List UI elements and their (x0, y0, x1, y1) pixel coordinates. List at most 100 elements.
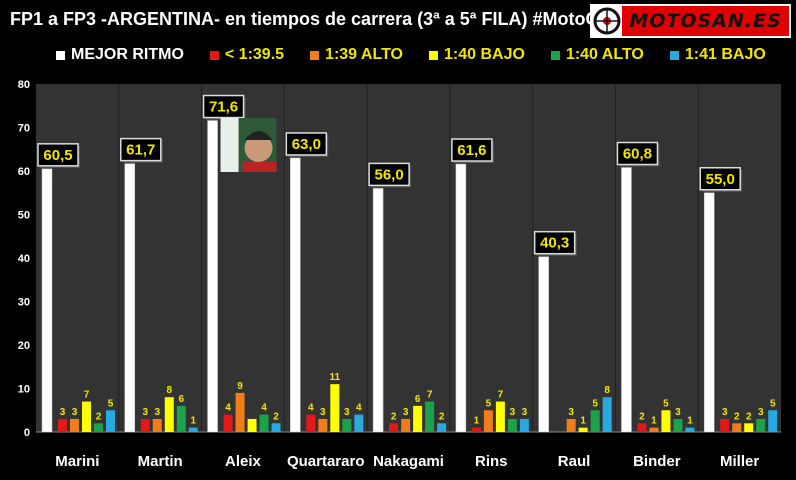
y-tick-label: 60 (18, 166, 30, 178)
y-tick-label: 10 (18, 384, 30, 396)
y-tick-label: 50 (18, 210, 30, 222)
legend-swatch (429, 50, 438, 60)
small-value-label: 4 (261, 403, 267, 414)
bar-5 (519, 418, 529, 432)
bar-2 (70, 418, 79, 432)
y-tick-label: 20 (18, 340, 30, 352)
legend-item: < 1:39.5 (209, 46, 285, 64)
small-value-label: 2 (746, 411, 752, 422)
chart-title: FP1 a FP3 -ARGENTINA- en tiempos de carr… (10, 9, 612, 29)
bar-4 (259, 414, 269, 432)
bar-5 (354, 414, 364, 432)
value-label-shadow (536, 233, 577, 256)
small-value-label: 4 (225, 403, 231, 414)
small-value-label: 3 (60, 407, 66, 418)
value-label: 56,0 (375, 166, 404, 183)
category-label: Aleix (225, 453, 262, 470)
legend-swatch (669, 50, 679, 60)
value-label-box (120, 137, 162, 162)
value-label-shadow (40, 145, 80, 168)
bar-5 (768, 410, 778, 432)
small-value-label: 5 (486, 398, 492, 409)
value-label: 61,7 (126, 142, 155, 159)
bar-2 (318, 418, 328, 432)
bar-2 (483, 410, 493, 432)
y-tick-label: 70 (18, 123, 30, 135)
small-value-label: 4 (308, 403, 314, 414)
legend-swatch (56, 50, 65, 60)
value-label-shadow (702, 169, 743, 192)
bar-mejor-ritmo (703, 192, 715, 433)
bar-2 (235, 392, 245, 432)
value-label: 60,8 (623, 146, 652, 163)
legend-label: < 1:39.5 (224, 46, 285, 63)
legend-item: 1:41 BAJO (669, 46, 766, 64)
bar-3 (578, 427, 588, 432)
small-value-label: 2 (96, 411, 102, 422)
category-label: Raul (558, 453, 591, 470)
small-value-label: 1 (474, 416, 480, 427)
small-value-label: 1 (580, 416, 586, 427)
small-value-label: 2 (639, 411, 645, 422)
legend-label: 1:39 ALTO (325, 46, 403, 63)
wheel-icon (593, 7, 621, 35)
value-label: 71,6 (209, 99, 238, 116)
small-value-label: 3 (675, 407, 681, 418)
small-value-label: 3 (72, 407, 78, 418)
bar-2 (732, 423, 742, 432)
value-label-shadow (205, 97, 246, 120)
category-label: Binder (633, 453, 681, 470)
bar-1 (471, 427, 481, 432)
bar-mejor-ritmo (290, 157, 301, 433)
value-label: 61,6 (457, 142, 486, 159)
small-value-label: 7 (427, 390, 433, 401)
small-value-label: 2 (439, 411, 445, 422)
small-value-label: 3 (142, 407, 148, 418)
small-value-label: 1 (190, 416, 196, 427)
bar-4 (94, 423, 103, 432)
bar-4 (673, 418, 683, 432)
category-label: Marini (55, 453, 99, 470)
bar-4 (507, 418, 517, 432)
value-label-shadow (288, 134, 329, 157)
bar-mejor-ritmo (372, 188, 384, 433)
plot-area (36, 84, 781, 432)
small-value-label: 1 (687, 416, 693, 427)
small-value-label: 11 (330, 372, 341, 383)
bar-mejor-ritmo (124, 163, 136, 433)
small-value-label: 8 (166, 385, 172, 396)
bar-2 (566, 418, 576, 432)
bar-mejor-ritmo (455, 163, 467, 433)
bar-3 (413, 405, 423, 432)
legend-label: MEJOR RITMO (71, 46, 184, 63)
bar-4 (590, 410, 600, 432)
small-value-label: 2 (391, 411, 397, 422)
category-label: Quartararo (287, 453, 365, 470)
category-label: Miller (720, 453, 759, 470)
small-value-label: 6 (415, 394, 421, 405)
bar-mejor-ritmo (207, 120, 218, 433)
y-tick-label: 0 (24, 427, 30, 439)
rider-face (244, 134, 273, 162)
small-value-label: 1 (651, 416, 657, 427)
bar-mejor-ritmo (41, 168, 53, 433)
legend-item: 1:39 ALTO (310, 46, 403, 64)
small-value-label: 9 (237, 381, 243, 392)
rider-shirt (242, 162, 277, 172)
logo-text: MOTOSAN.ES (622, 6, 789, 36)
legend-item: MEJOR RITMO (56, 46, 184, 64)
bar-4 (176, 405, 186, 432)
y-tick-label: 30 (18, 297, 30, 309)
bar-3 (164, 397, 174, 432)
bar-1 (389, 423, 399, 432)
small-value-label: 7 (498, 390, 504, 401)
bar-4 (756, 418, 766, 432)
value-label-box (202, 94, 245, 119)
value-label-box (699, 167, 741, 191)
small-value-label: 5 (770, 398, 776, 409)
small-value-label: 3 (522, 407, 528, 418)
bar-3 (495, 401, 505, 432)
category-label: Nakagami (373, 453, 444, 470)
bar-3 (82, 401, 91, 432)
small-value-label: 6 (178, 394, 184, 405)
